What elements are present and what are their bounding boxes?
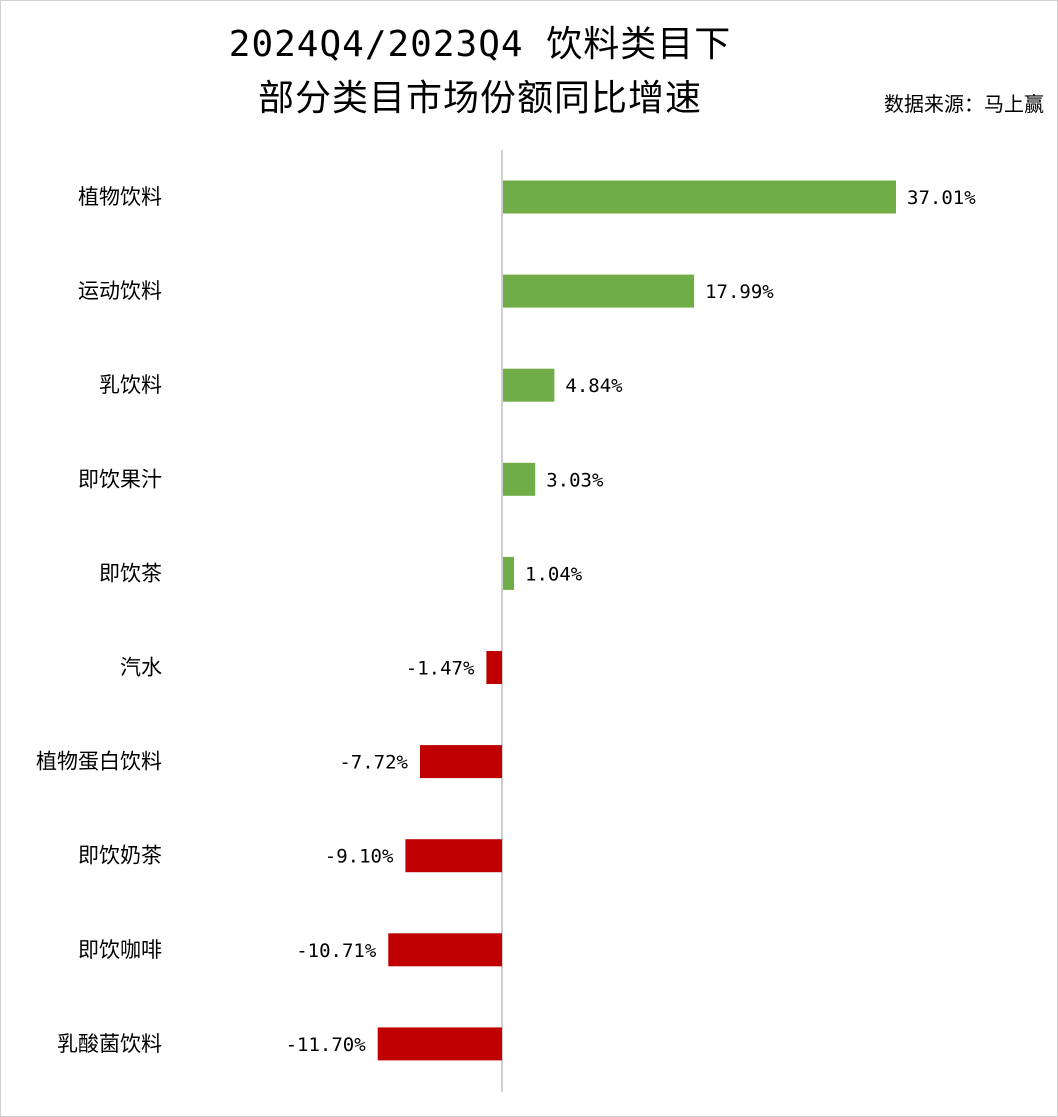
chart-title-line2: 部分类目市场份额同比增速 xyxy=(257,78,702,119)
category-label: 汽水 xyxy=(120,656,162,680)
bar-8 xyxy=(405,839,502,873)
chart-title: 2024Q4/2023Q4 饮料类目下 部分类目市场份额同比增速 xyxy=(200,18,760,126)
category-label: 即饮咖啡 xyxy=(78,938,162,962)
data-label: -10.71% xyxy=(296,940,377,962)
category-label: 即饮果汁 xyxy=(78,467,162,491)
data-source-note: 数据来源：马上赢 xyxy=(884,92,1044,116)
data-label: 4.84% xyxy=(565,375,623,397)
data-label: -11.70% xyxy=(286,1034,367,1056)
bar-1 xyxy=(503,180,896,214)
data-label: 3.03% xyxy=(546,469,604,491)
bar-10 xyxy=(377,1027,502,1061)
bar-3 xyxy=(503,368,555,402)
data-label: -1.47% xyxy=(406,658,475,680)
data-label: 17.99% xyxy=(705,281,774,303)
category-label: 乳饮料 xyxy=(99,373,162,397)
bar-6 xyxy=(486,651,502,684)
data-label: 1.04% xyxy=(525,563,583,585)
category-label: 即饮奶茶 xyxy=(78,844,162,868)
chart-title-line1: 2024Q4/2023Q4 饮料类目下 xyxy=(228,24,732,65)
bar-5 xyxy=(503,556,514,590)
category-label: 植物饮料 xyxy=(78,185,162,209)
category-label: 植物蛋白饮料 xyxy=(36,750,162,774)
data-label: -9.10% xyxy=(325,846,394,868)
category-label: 运动饮料 xyxy=(78,279,162,303)
category-label: 即饮茶 xyxy=(99,561,162,585)
bar-9 xyxy=(388,933,502,967)
bar-4 xyxy=(503,462,536,496)
data-label: 37.01% xyxy=(907,187,976,209)
bar-7 xyxy=(420,745,502,779)
bar-2 xyxy=(503,274,695,308)
data-label: -7.72% xyxy=(339,752,408,774)
category-label: 乳酸菌饮料 xyxy=(57,1032,162,1056)
